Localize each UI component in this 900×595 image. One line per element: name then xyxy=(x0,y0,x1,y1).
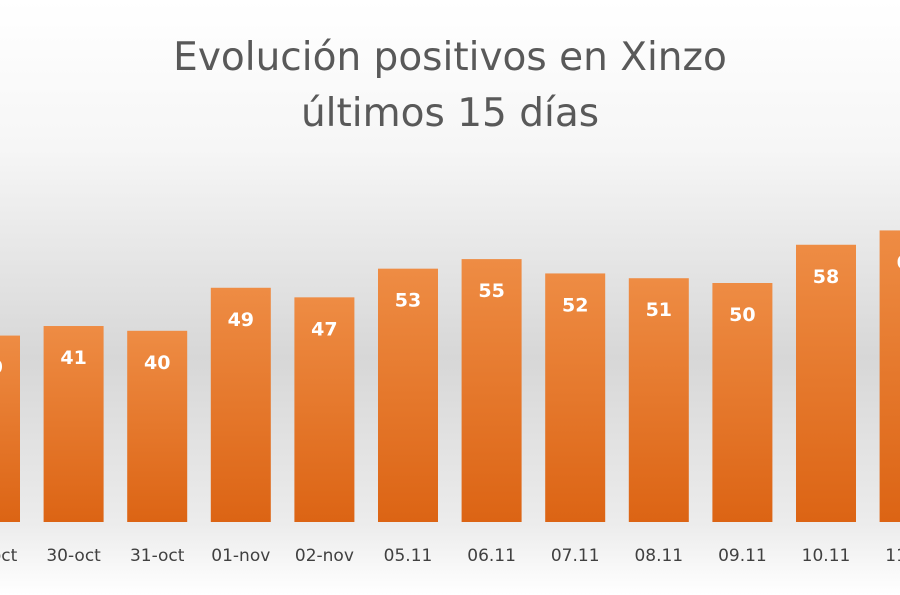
bar-02-nov xyxy=(294,297,355,522)
tick-label-05.11: 05.11 xyxy=(384,546,433,566)
bar-11.11 xyxy=(879,230,900,523)
bar-31-oct xyxy=(127,330,188,522)
bar-05.11 xyxy=(378,268,438,522)
data-label-06.11: 55 xyxy=(478,280,504,302)
chart-title: Evolución positivos en Xinzo últimos 15 … xyxy=(0,30,900,142)
bars-group: 39 41 40 49 47 53 55 52 51 50 58 61 xyxy=(0,230,900,523)
bar-09.11 xyxy=(712,283,773,522)
data-label-07.11: 52 xyxy=(562,294,588,316)
bar-06.11 xyxy=(461,259,522,522)
tick-label-06.11: 06.11 xyxy=(467,546,516,566)
tick-label-31-oct: 31-oct xyxy=(130,546,185,566)
tick-label-30-oct: 30-oct xyxy=(46,546,101,566)
data-label-02-nov: 47 xyxy=(311,318,337,340)
data-label-09.11: 50 xyxy=(729,304,755,326)
tick-label-29-oct: 29-oct xyxy=(0,546,18,566)
tick-label-09.11: 09.11 xyxy=(718,546,767,566)
bar-08.11 xyxy=(628,278,689,522)
bar-10.11 xyxy=(796,244,856,522)
bar-30-oct xyxy=(43,326,104,522)
data-label-10.11: 58 xyxy=(813,266,839,288)
tick-label-10.11: 10.11 xyxy=(802,546,851,566)
bar-07.11 xyxy=(545,273,606,522)
tick-label-01-nov: 01-nov xyxy=(211,546,270,566)
tick-label-11.11: 11.11 xyxy=(885,546,900,566)
data-label-30-oct: 41 xyxy=(60,347,86,369)
bar-29-oct xyxy=(0,335,20,522)
tick-label-08.11: 08.11 xyxy=(634,546,683,566)
tick-label-07.11: 07.11 xyxy=(551,546,600,566)
chart-title-line-2: últimos 15 días xyxy=(300,91,600,136)
data-label-01-nov: 49 xyxy=(228,309,254,331)
chart-title-line-1: Evolución positivos en Xinzo xyxy=(173,35,727,80)
x-axis-tick-labels: 29-oct 30-oct 31-oct 01-nov 02-nov 05.11 06.11… xyxy=(0,546,900,566)
data-label-11.11: 61 xyxy=(896,251,900,273)
data-label-31-oct: 40 xyxy=(144,352,170,374)
data-label-29-oct: 39 xyxy=(0,357,3,379)
bar-01-nov xyxy=(210,287,271,522)
tick-label-02-nov: 02-nov xyxy=(295,546,354,566)
data-label-05.11: 53 xyxy=(395,290,421,312)
data-label-08.11: 51 xyxy=(646,299,672,321)
